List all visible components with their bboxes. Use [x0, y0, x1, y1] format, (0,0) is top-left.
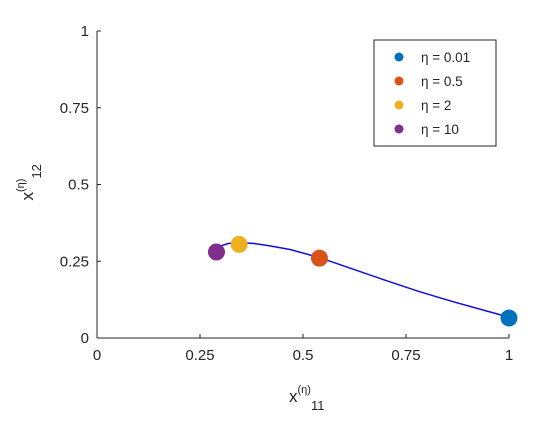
legend-label: η = 10 — [421, 122, 459, 137]
y-tick-label: 0.75 — [60, 100, 89, 117]
x-tick-label: 0.5 — [293, 347, 314, 364]
y-tick-label: 0.25 — [60, 253, 89, 270]
x-tick-label: 0 — [93, 347, 101, 364]
trajectory-line — [215, 242, 510, 318]
y-axis-label: x(η)12 — [15, 164, 44, 200]
data-point — [500, 309, 518, 327]
legend-label: η = 2 — [421, 98, 451, 113]
data-point — [230, 235, 248, 253]
x-axis-label-base: x — [289, 387, 298, 406]
legend-box — [373, 39, 497, 147]
x-tick-label: 0.25 — [185, 347, 214, 364]
y-axis-label-base: x — [18, 192, 37, 201]
legend-marker — [394, 52, 404, 62]
x-tick-label: 1 — [505, 347, 513, 364]
legend-marker — [394, 124, 404, 134]
y-tick-label: 0.5 — [68, 177, 89, 194]
x-axis-ticks: 0 0.25 0.5 0.75 1 — [93, 334, 513, 364]
legend-marker — [394, 100, 404, 110]
legend-label: η = 0.01 — [421, 50, 470, 65]
points-layer — [207, 235, 518, 327]
data-point — [207, 243, 225, 261]
legend-marker — [394, 76, 404, 86]
x-tick-label: 0.75 — [391, 347, 420, 364]
y-axis-label-superscript: (η) — [15, 179, 27, 192]
y-tick-label: 0 — [81, 330, 89, 347]
y-tick-label: 1 — [81, 23, 89, 40]
x-axis-label-superscript: (η) — [298, 384, 311, 396]
legend-label: η = 0.5 — [421, 74, 463, 89]
x-axis-label: x(η)11 — [289, 384, 324, 413]
y-axis-ticks: 0 0.25 0.5 0.75 1 — [60, 23, 101, 347]
curve-layer — [215, 242, 510, 318]
x-axis-label-subscript: 11 — [311, 398, 325, 413]
legend: η = 0.01 η = 0.5 η = 2 η = 10 — [373, 39, 497, 147]
data-point — [310, 249, 328, 267]
y-axis-label-subscript: 12 — [29, 164, 44, 178]
